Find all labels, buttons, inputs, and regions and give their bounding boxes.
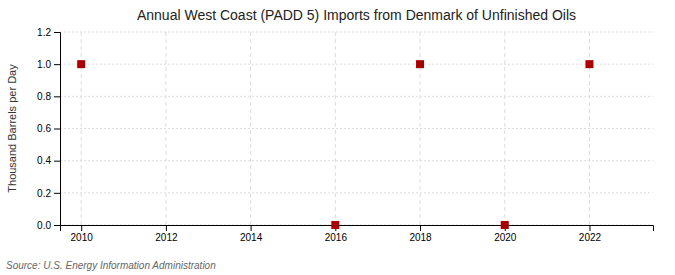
y-tick-label: 0.4: [37, 155, 51, 166]
grid-line-y: [60, 128, 653, 129]
grid: [60, 32, 653, 225]
y-axis-line: [54, 33, 61, 226]
x-tick: 2022: [579, 225, 602, 243]
grid-line-y: [60, 64, 653, 65]
point: [585, 60, 593, 68]
x-tick: 2012: [155, 225, 178, 243]
y-tick-mark: [54, 225, 60, 226]
x-axis: 2010 2012 2014 2016 2018 2020 2022: [61, 225, 654, 243]
y-tick-label: 0.8: [37, 91, 51, 102]
y-tick-label: 1.2: [37, 27, 51, 38]
grid-line-x: [165, 32, 166, 225]
grid-line-y: [60, 160, 653, 161]
title: Annual West Coast (PADD 5) Imports from …: [137, 7, 576, 23]
x-tick-mark: [251, 225, 252, 231]
y-tick-label: 0.0: [37, 220, 51, 231]
x-tick: 2018: [409, 225, 432, 243]
x-tick-label: 2022: [579, 232, 602, 243]
y-tick-mark: [54, 64, 60, 65]
x-tick-label: 2010: [71, 232, 94, 243]
x-axis-line: [61, 226, 654, 232]
grid-line-x: [250, 32, 251, 225]
x-tick: 2010: [71, 225, 94, 243]
y-tick: 0.0: [37, 220, 60, 231]
x-tick-label: 2016: [325, 232, 348, 243]
y-tick-label: 0.2: [37, 188, 51, 199]
y-tick: 1.2: [37, 27, 60, 38]
x-tick: 2014: [240, 225, 263, 243]
y-tick: 1.0: [37, 59, 60, 70]
plot: 2010 2012 2014 2016 2018 2020 2022 0.0 0.2 0.4 0.6…: [37, 27, 653, 243]
x-tick-mark: [81, 225, 82, 231]
y-tick-mark: [54, 96, 60, 97]
x-tick-mark: [420, 225, 421, 231]
y-axis-title: Thousand Barrels per Day: [6, 64, 18, 193]
x-tick-label: 2014: [240, 232, 263, 243]
y-tick: 0.6: [37, 123, 60, 134]
source: Source: U.S. Energy Information Administ…: [6, 260, 216, 271]
points: [77, 60, 593, 229]
x-tick-label: 2018: [409, 232, 432, 243]
point: [331, 221, 339, 229]
y-tick-mark: [54, 161, 60, 162]
x-tick-label: 2020: [494, 232, 517, 243]
grid-line-y: [60, 32, 653, 33]
y-tick-label: 1.0: [37, 59, 51, 70]
chart: 2010 2012 2014 2016 2018 2020 2022 0.0 0.2 0.4 0.6…: [0, 0, 675, 275]
y-tick-mark: [54, 32, 60, 33]
y-tick-mark: [54, 193, 60, 194]
y-tick: 0.2: [37, 188, 60, 199]
point: [416, 60, 424, 68]
x-tick-mark: [166, 225, 167, 231]
x-tick-mark: [589, 225, 590, 231]
y-tick-label: 0.6: [37, 123, 51, 134]
point: [501, 221, 509, 229]
y-tick: 0.8: [37, 91, 60, 102]
grid-line-x: [504, 32, 505, 225]
grid-line-x: [335, 32, 336, 225]
grid-line-y: [60, 192, 653, 193]
point: [77, 60, 85, 68]
grid-line-y: [60, 96, 653, 97]
x-tick-label: 2012: [155, 232, 178, 243]
y-tick: 0.4: [37, 155, 60, 166]
y-axis: 0.0 0.2 0.4 0.6 0.8 1.0 1.2: [37, 27, 60, 231]
y-tick-mark: [54, 129, 60, 130]
